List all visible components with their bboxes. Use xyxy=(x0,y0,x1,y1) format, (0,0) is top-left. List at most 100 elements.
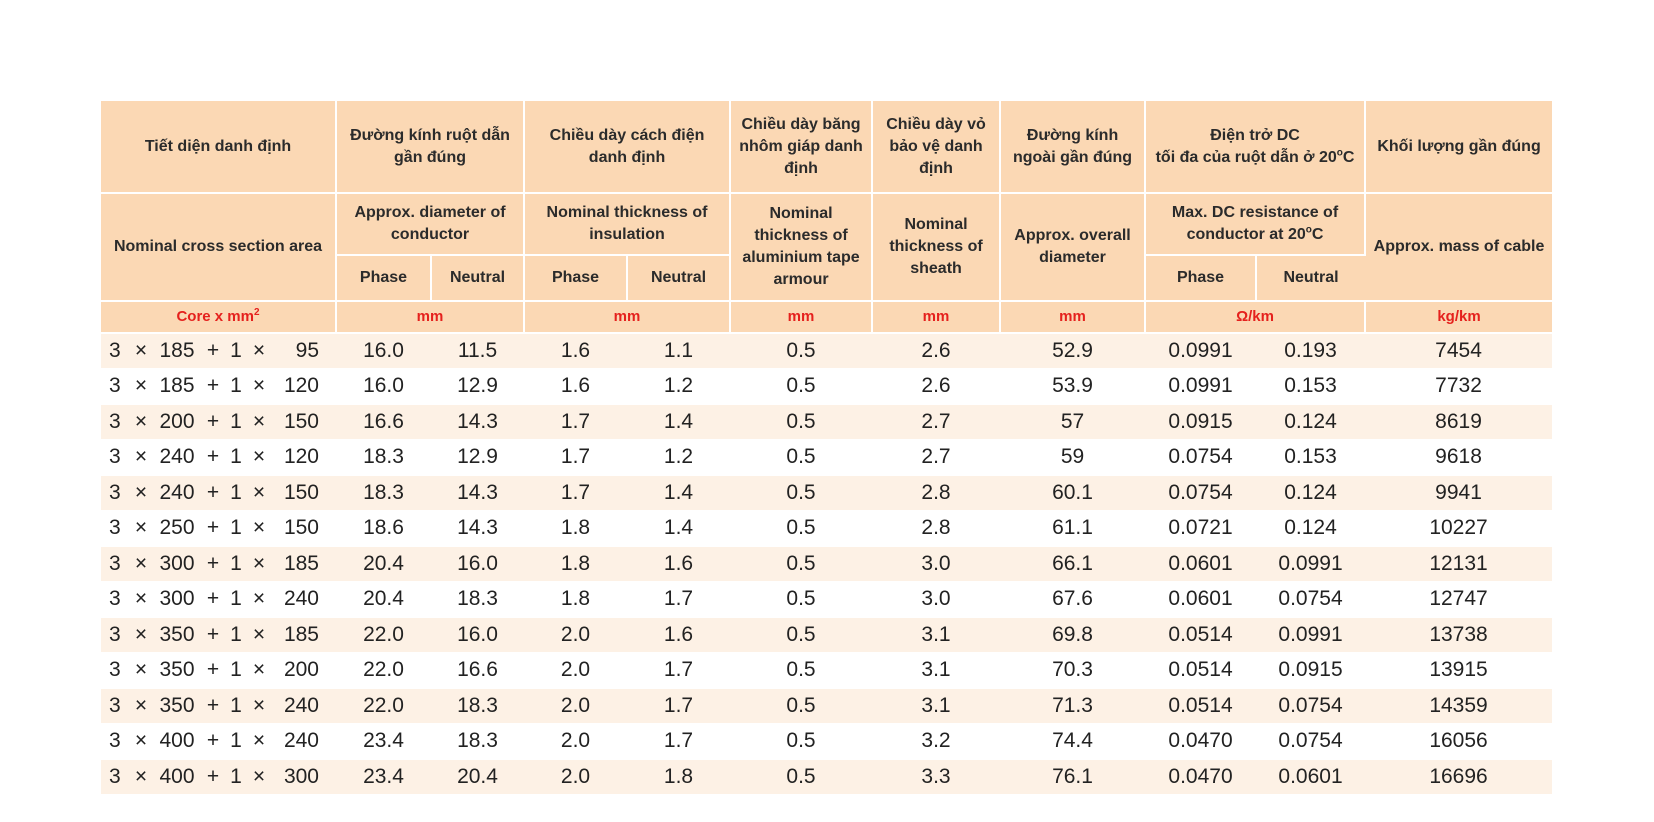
unit-section: Core x mm2 xyxy=(101,301,337,334)
cell-insulation-phase: 1.7 xyxy=(524,404,628,440)
cross-section-part: 120 xyxy=(283,445,319,469)
cell-sheath-thickness: 3.0 xyxy=(872,546,1001,582)
cell-resistance-phase: 0.0470 xyxy=(1145,723,1257,760)
cell-insulation-neutral: 1.2 xyxy=(627,368,731,405)
cross-section-part: 3 xyxy=(109,551,121,575)
cross-section-part: + xyxy=(206,374,220,398)
cell-resistance-neutral: 0.153 xyxy=(1256,439,1366,476)
cross-section-part: 1 xyxy=(230,729,242,753)
cell-diameter-phase: 22.0 xyxy=(336,617,431,653)
header-resistance-vi-line1: Điện trở DC xyxy=(1210,126,1300,144)
cross-section-part: × xyxy=(134,729,148,753)
header-conductor-diameter-en: Approx. diameter of conductor xyxy=(336,193,526,256)
cell-mass: 7732 xyxy=(1365,368,1553,405)
cell-diameter-phase: 18.3 xyxy=(336,439,431,476)
cell-overall-diameter: 53.9 xyxy=(1000,368,1146,405)
cross-section-part: 3 xyxy=(109,445,121,469)
cross-section-part: 1 xyxy=(230,693,242,717)
cross-section-part: + xyxy=(206,658,220,682)
cross-section-part: 3 xyxy=(109,480,121,504)
cross-section-part: 150 xyxy=(283,516,319,540)
cell-overall-diameter: 71.3 xyxy=(1000,688,1146,724)
subheader-diameter-phase: Phase xyxy=(336,255,432,302)
header-mass-vi: Khối lượng gần đúng xyxy=(1365,101,1553,194)
unit-resistance: Ω/km xyxy=(1145,301,1367,334)
cross-section-part: 240 xyxy=(283,729,319,753)
cell-resistance-phase: 0.0514 xyxy=(1145,617,1257,653)
cell-sheath-thickness: 3.1 xyxy=(872,617,1001,653)
cell-armour-thickness: 0.5 xyxy=(730,439,873,476)
cell-diameter-neutral: 16.6 xyxy=(431,652,525,689)
cross-section-formula: 3 × 240 +1 × 120 xyxy=(109,445,334,469)
cell-armour-thickness: 0.5 xyxy=(730,333,873,369)
cross-section-part: 1 xyxy=(230,622,242,646)
table-header: Tiết diện danh định Đường kính ruột dẫn … xyxy=(101,101,1553,334)
header-resistance-vi-line2: tối đa của ruột dẫn ở 20 xyxy=(1155,148,1337,166)
cell-diameter-neutral: 14.3 xyxy=(431,510,525,547)
cross-section-formula: 3 × 350 +1 × 185 xyxy=(109,623,334,647)
cross-section-part: + xyxy=(206,516,220,540)
cell-cross-section: 3 × 185 +1 × 95 xyxy=(101,333,336,369)
cell-resistance-neutral: 0.0601 xyxy=(1256,759,1366,795)
unit-sheath: mm xyxy=(872,301,1002,334)
cell-armour-thickness: 0.5 xyxy=(730,475,873,511)
cross-section-part: × xyxy=(252,622,266,646)
unit-section-text: Core x mm xyxy=(176,308,254,325)
celsius-label: C xyxy=(1311,226,1324,243)
cell-resistance-phase: 0.0754 xyxy=(1145,475,1257,511)
degree-sup: o xyxy=(1336,147,1343,159)
cross-section-part: 1 xyxy=(230,445,242,469)
header-sheath-vi: Chiều dày vỏ bảo vệ danh định xyxy=(872,101,1002,194)
cell-cross-section: 3 × 400 +1 × 240 xyxy=(101,723,336,760)
cross-section-formula: 3 × 400 +1 × 300 xyxy=(109,765,334,789)
cross-section-part: 150 xyxy=(283,409,319,433)
cell-diameter-phase: 20.4 xyxy=(336,546,431,582)
cell-resistance-neutral: 0.0991 xyxy=(1256,617,1366,653)
cross-section-part: 300 xyxy=(159,587,195,611)
cell-diameter-neutral: 12.9 xyxy=(431,439,525,476)
header-sheath-en: Nominal thickness of sheath xyxy=(872,193,1002,302)
table-row: 3 × 185 +1 × 120 16.0 12.9 1.6 1.2 0.5 2.6 53.9 0.099… xyxy=(101,368,1553,405)
cell-mass: 16696 xyxy=(1365,759,1553,795)
cross-section-part: × xyxy=(252,374,266,398)
cell-armour-thickness: 0.5 xyxy=(730,368,873,405)
cross-section-part: 1 xyxy=(230,409,242,433)
cell-sheath-thickness: 3.1 xyxy=(872,688,1001,724)
cell-sheath-thickness: 3.3 xyxy=(872,759,1001,795)
cell-insulation-phase: 1.7 xyxy=(524,475,628,511)
cross-section-part: 120 xyxy=(283,374,319,398)
cross-section-formula: 3 × 300 +1 × 240 xyxy=(109,587,334,611)
cell-diameter-neutral: 16.0 xyxy=(431,546,525,582)
cross-section-formula: 3 × 350 +1 × 240 xyxy=(109,694,334,718)
subheader-resistance-phase: Phase xyxy=(1145,255,1258,302)
cell-cross-section: 3 × 350 +1 × 200 xyxy=(101,652,336,689)
cross-section-formula: 3 × 350 +1 × 200 xyxy=(109,658,334,682)
cross-section-part: × xyxy=(252,551,266,575)
cell-cross-section: 3 × 400 +1 × 300 xyxy=(101,759,336,795)
cell-armour-thickness: 0.5 xyxy=(730,759,873,795)
cell-resistance-phase: 0.0514 xyxy=(1145,688,1257,724)
cell-sheath-thickness: 2.8 xyxy=(872,475,1001,511)
cell-diameter-neutral: 18.3 xyxy=(431,688,525,724)
cross-section-part: × xyxy=(252,339,266,362)
cell-diameter-neutral: 20.4 xyxy=(431,759,525,795)
cross-section-part: 185 xyxy=(159,374,195,398)
header-insulation-en: Nominal thickness of insulation xyxy=(524,193,732,256)
cross-section-part: 200 xyxy=(283,658,319,682)
cell-resistance-neutral: 0.0991 xyxy=(1256,546,1366,582)
header-section-en: Nominal cross section area xyxy=(101,193,337,302)
cell-mass: 8619 xyxy=(1365,404,1553,440)
table-row: 3 × 350 +1 × 200 22.0 16.6 2.0 1.7 0.5 3.1 70.3 0.051… xyxy=(101,652,1553,689)
subheader-insulation-neutral: Neutral xyxy=(627,255,732,302)
cross-section-part: × xyxy=(134,693,148,717)
cross-section-part: + xyxy=(206,445,220,469)
cell-sheath-thickness: 3.0 xyxy=(872,581,1001,618)
cell-armour-thickness: 0.5 xyxy=(730,617,873,653)
cross-section-part: + xyxy=(206,480,220,504)
cell-armour-thickness: 0.5 xyxy=(730,404,873,440)
header-section-vi: Tiết diện danh định xyxy=(101,101,337,194)
cross-section-formula: 3 × 185 +1 × 120 xyxy=(109,374,334,398)
cell-armour-thickness: 0.5 xyxy=(730,688,873,724)
cell-diameter-phase: 18.6 xyxy=(336,510,431,547)
cell-overall-diameter: 59 xyxy=(1000,439,1146,476)
